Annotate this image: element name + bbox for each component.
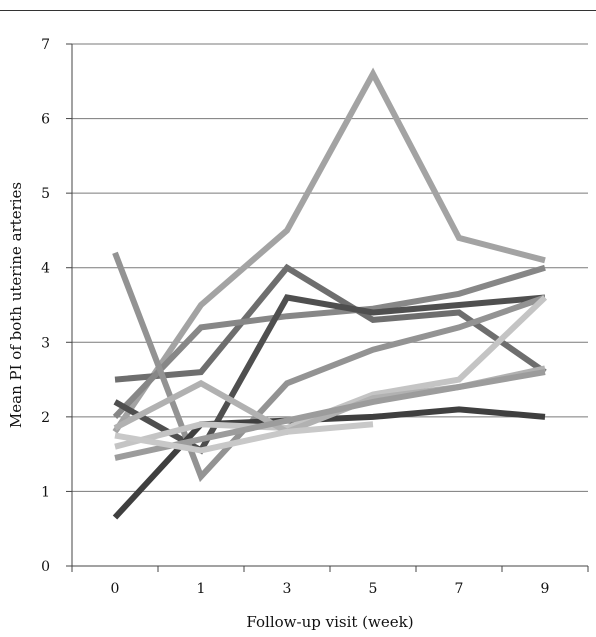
y-tick-label: 5 [41, 186, 50, 202]
y-tick-label: 4 [41, 261, 50, 277]
x-tick-label: 9 [541, 581, 550, 597]
y-axis-title: Mean PI of both uterine arteries [7, 182, 25, 428]
y-tick-label: 7 [41, 37, 50, 53]
y-tick-label: 3 [41, 335, 50, 351]
series-lines [112, 67, 548, 520]
y-tick-label: 0 [41, 559, 50, 575]
x-tick-label: 5 [369, 581, 378, 597]
series-line-10 [114, 421, 374, 454]
y-tick-label: 6 [41, 112, 50, 128]
x-tick-label: 0 [111, 581, 120, 597]
series-line-1 [112, 67, 546, 434]
series-line-3 [112, 264, 546, 419]
x-tick-label: 7 [455, 581, 464, 597]
x-tick-label: 1 [197, 581, 206, 597]
y-tick-label: 2 [41, 410, 50, 426]
series-line-9 [114, 369, 546, 461]
top-rule [0, 10, 596, 11]
x-tick-labels: 0 1 3 5 7 9 [111, 581, 550, 597]
x-tick-label: 3 [283, 581, 292, 597]
x-axis-title: Follow-up visit (week) [246, 613, 413, 631]
y-tick-label: 1 [41, 484, 50, 500]
axes [71, 44, 588, 567]
y-tick-labels: 0 1 2 3 4 5 6 7 [41, 37, 50, 575]
